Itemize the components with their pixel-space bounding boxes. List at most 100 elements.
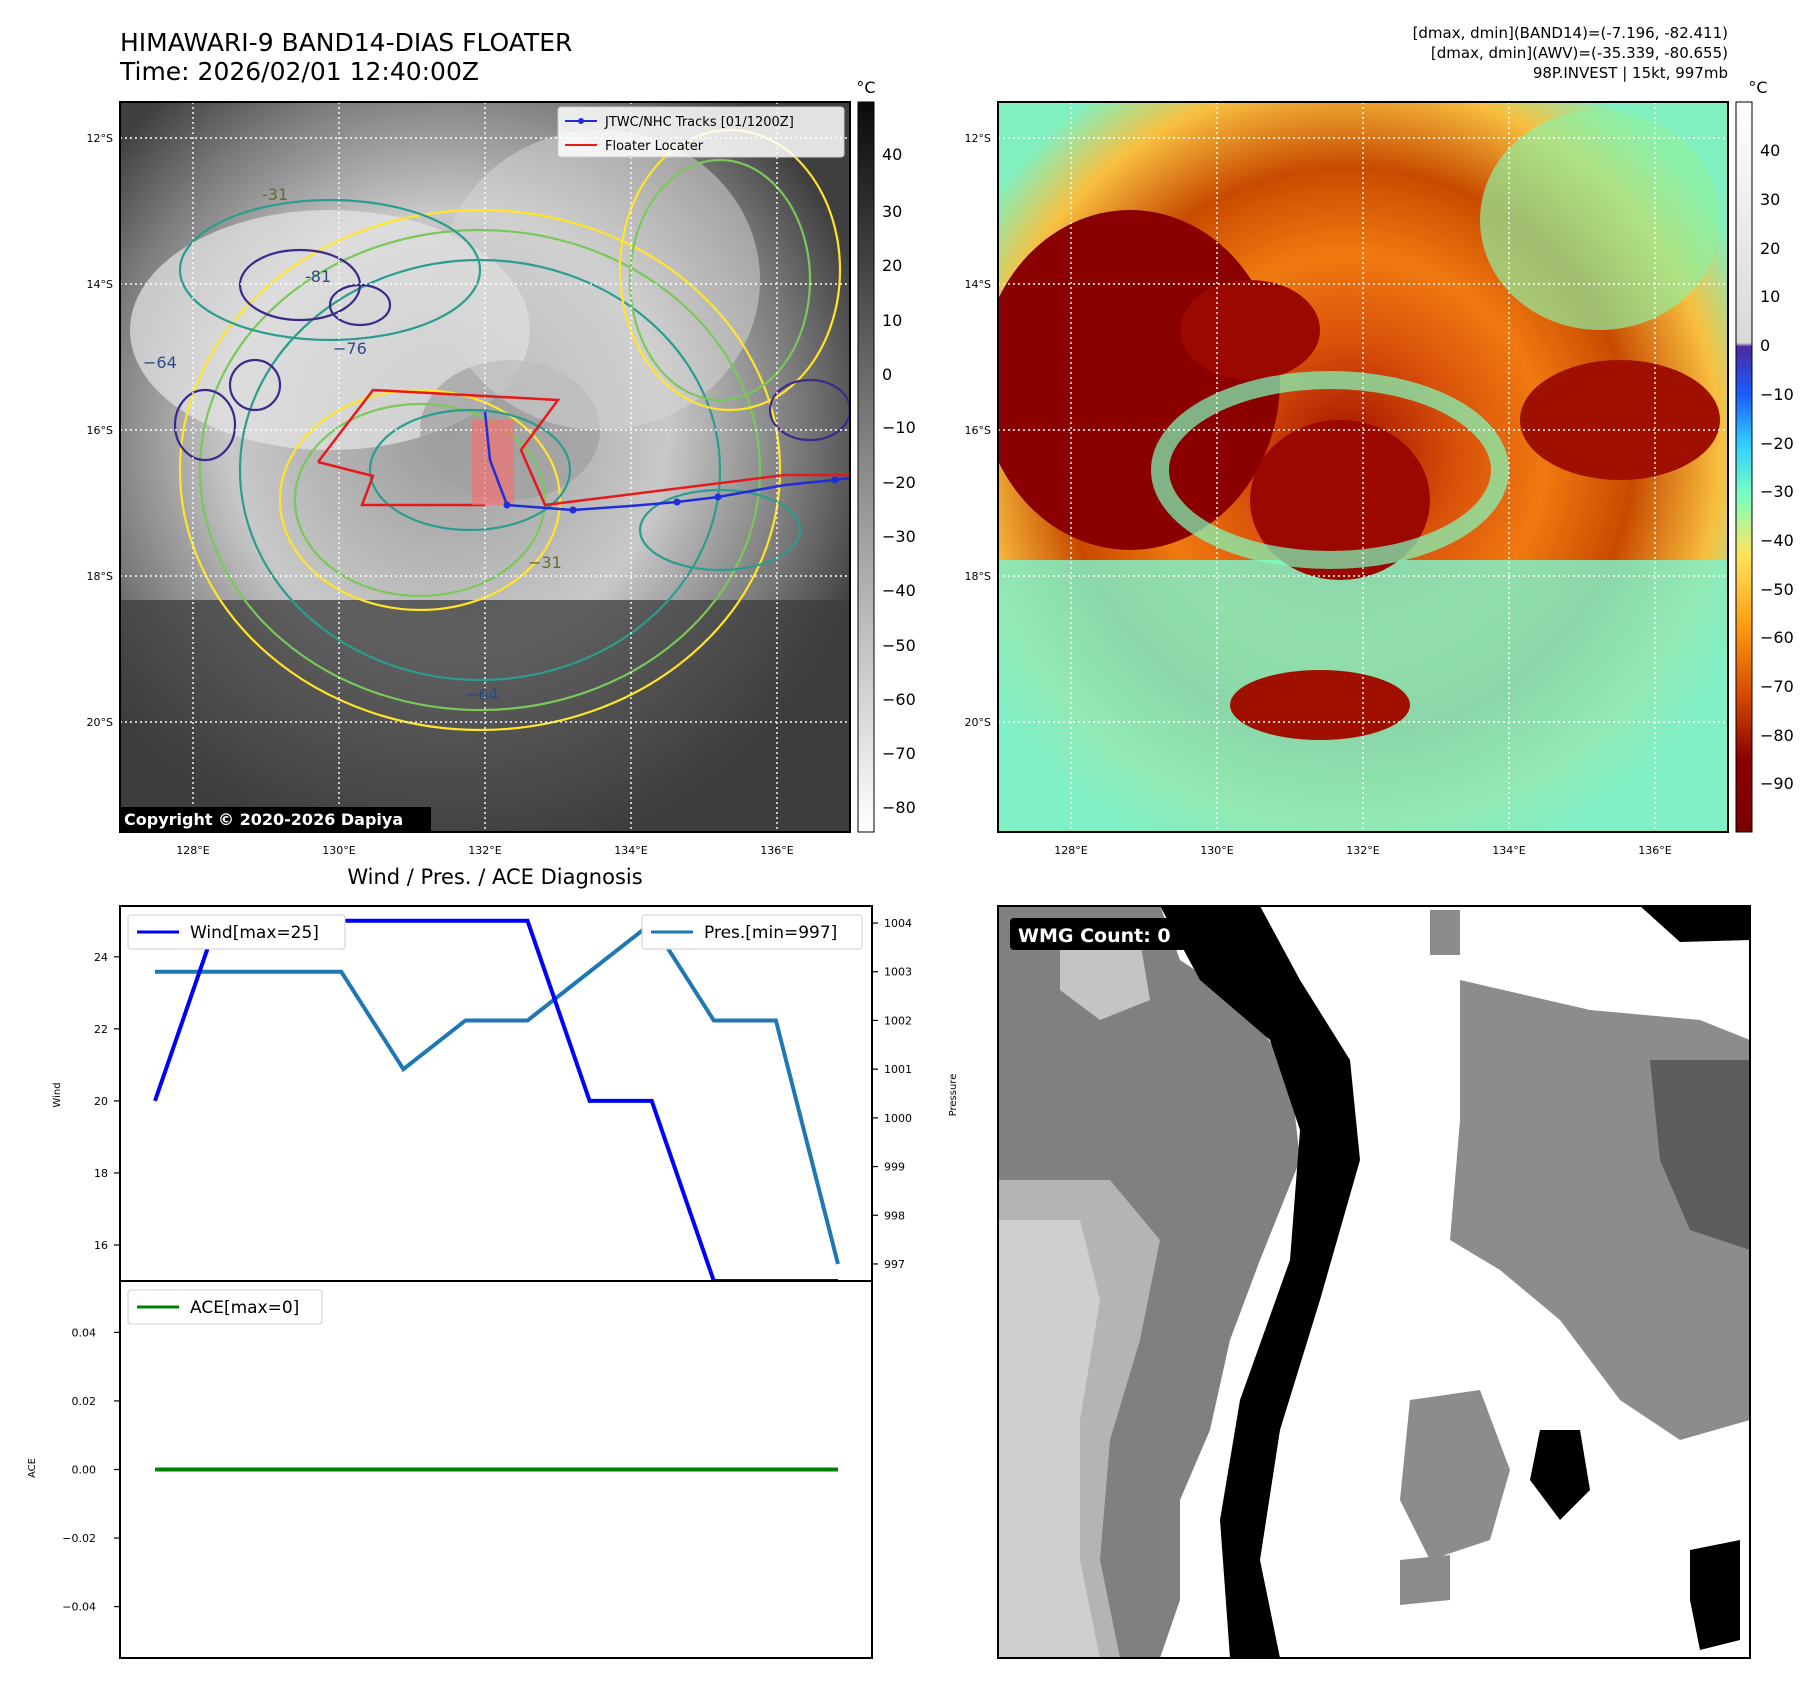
svg-text:10: 10	[882, 311, 902, 330]
svg-text:-81: -81	[305, 267, 331, 286]
pressure-tick-label: 998	[884, 1209, 905, 1222]
awv-map-panel: 12°S 14°S 16°S 18°S 20°S 128°E 130°E 132…	[965, 101, 1729, 857]
svg-text:−30: −30	[882, 527, 916, 546]
ace-axis-label: ACE	[27, 1458, 38, 1478]
svg-text:136°E: 136°E	[1638, 844, 1671, 857]
svg-text:20: 20	[882, 256, 902, 275]
svg-text:130°E: 130°E	[1200, 844, 1233, 857]
svg-text:18°S: 18°S	[87, 570, 113, 583]
pressure-tick-label: 999	[884, 1161, 905, 1174]
lat-labels-left: 12°S 14°S 16°S 18°S 20°S	[87, 132, 113, 729]
svg-text:−70: −70	[882, 744, 916, 763]
svg-text:16°S: 16°S	[965, 424, 991, 437]
map-legend: JTWC/NHC Tracks [01/1200Z] Floater Locat…	[557, 106, 845, 158]
svg-text:132°E: 132°E	[468, 844, 501, 857]
cloud-top-contours	[173, 128, 850, 732]
legend-locater-label: Floater Locater	[605, 139, 704, 154]
svg-text:40: 40	[1760, 141, 1780, 160]
svg-text:128°E: 128°E	[176, 844, 209, 857]
svg-text:16°S: 16°S	[87, 424, 113, 437]
pressure-tick-label: 1003	[884, 966, 912, 979]
svg-text:−50: −50	[1760, 580, 1794, 599]
svg-text:12°S: 12°S	[965, 132, 991, 145]
ace-tick-label: −0.02	[62, 1532, 96, 1545]
svg-text:14°S: 14°S	[965, 278, 991, 291]
ace-chart: 0.04 0.02 0.00 −0.02 −0.04 ACE ACE[max=0]	[27, 1280, 873, 1659]
svg-text:12°S: 12°S	[87, 132, 113, 145]
svg-text:14°S: 14°S	[87, 278, 113, 291]
ace-tick-label: 0.02	[72, 1395, 97, 1408]
wind-tick-label: 24	[94, 951, 108, 964]
figure-time: Time: 2026/02/01 12:40:00Z	[119, 57, 479, 86]
svg-text:134°E: 134°E	[614, 844, 647, 857]
pressure-tick-label: 1001	[884, 1063, 912, 1076]
lon-labels-right: 128°E 130°E 132°E 134°E 136°E	[1054, 844, 1671, 857]
pressure-tick-label: 1002	[884, 1014, 912, 1027]
pressure-tick-label: 997	[884, 1258, 905, 1271]
svg-text:−20: −20	[882, 473, 916, 492]
legend-tracks-label: JTWC/NHC Tracks [01/1200Z]	[604, 115, 794, 130]
wmg-panel: WMG Count: 0	[997, 905, 1751, 1659]
ace-tick-label: −0.04	[62, 1601, 96, 1614]
map-gridlines-right	[998, 102, 1728, 832]
svg-text:−31: −31	[528, 553, 562, 572]
lon-labels-left: 128°E 130°E 132°E 134°E 136°E	[176, 844, 793, 857]
svg-text:30: 30	[882, 202, 902, 221]
wind-tick-label: 20	[94, 1095, 108, 1108]
legend-pres-label: Pres.[min=997]	[704, 923, 837, 943]
svg-text:40: 40	[882, 145, 902, 164]
svg-text:−76: −76	[333, 339, 367, 358]
lat-labels-right: 12°S 14°S 16°S 18°S 20°S	[965, 132, 991, 729]
svg-text:−60: −60	[1760, 628, 1794, 647]
contour-labels: −64 −76 −31 −64 -31 -81	[143, 185, 562, 704]
svg-text:0: 0	[1760, 336, 1770, 355]
svg-text:−10: −10	[882, 418, 916, 437]
svg-text:20°S: 20°S	[965, 716, 991, 729]
wind-legend: Wind[max=25]	[127, 914, 346, 950]
wmg-count-label: WMG Count: 0	[1018, 925, 1171, 947]
info-awv-range: [dmax, dmin](AWV)=(-35.339, -80.655)	[1431, 44, 1728, 62]
floater-locater-line	[317, 388, 850, 507]
svg-text:136°E: 136°E	[760, 844, 793, 857]
copyright-label: Copyright © 2020-2026 Dapiya	[124, 810, 403, 829]
figure-title: HIMAWARI-9 BAND14-DIAS FLOATER	[120, 28, 572, 57]
colorbar-right-unit: °C	[1748, 78, 1767, 97]
svg-text:18°S: 18°S	[965, 570, 991, 583]
svg-text:−60: −60	[882, 690, 916, 709]
ace-legend: ACE[max=0]	[127, 1289, 323, 1325]
svg-text:128°E: 128°E	[1054, 844, 1087, 857]
jtwc-track-line	[483, 411, 850, 512]
wind-tick-label: 16	[94, 1239, 108, 1252]
ace-tick-label: 0.00	[72, 1464, 97, 1477]
wind-axis-label: Wind	[52, 1082, 63, 1107]
wind-tick-label: 18	[94, 1167, 108, 1180]
svg-text:30: 30	[1760, 190, 1780, 209]
svg-text:10: 10	[1760, 287, 1780, 306]
svg-text:−90: −90	[1760, 774, 1794, 793]
ace-tick-label: 0.04	[72, 1326, 97, 1339]
svg-text:−80: −80	[882, 798, 916, 817]
svg-text:−40: −40	[882, 581, 916, 600]
svg-text:-31: -31	[262, 185, 288, 204]
svg-text:−10: −10	[1760, 385, 1794, 404]
header: HIMAWARI-9 BAND14-DIAS FLOATER Time: 202…	[119, 24, 1728, 86]
pressure-tick-label: 1004	[884, 917, 912, 930]
svg-text:132°E: 132°E	[1346, 844, 1379, 857]
svg-text:−20: −20	[1760, 434, 1794, 453]
svg-text:0: 0	[882, 365, 892, 384]
svg-text:130°E: 130°E	[322, 844, 355, 857]
svg-text:−80: −80	[1760, 726, 1794, 745]
colorbar-left-unit: °C	[856, 78, 875, 97]
svg-text:−64: −64	[465, 685, 499, 704]
info-band14-range: [dmax, dmin](BAND14)=(-7.196, -82.411)	[1413, 24, 1728, 42]
colorbar-left: °C 40 30 20 10 0 −10 −20 −30 −40 −50 −60…	[856, 78, 916, 833]
colorbar-right: °C 40 30 20 10 0 −10 −20 −30 −40 −50 −60…	[1735, 78, 1794, 833]
wind-tick-label: 22	[94, 1023, 108, 1036]
svg-text:20°S: 20°S	[87, 716, 113, 729]
svg-text:−30: −30	[1760, 482, 1794, 501]
wind-pressure-chart: 242220181610041003100210011000999998997 …	[52, 905, 959, 1283]
info-storm: 98P.INVEST | 15kt, 997mb	[1533, 64, 1728, 82]
pressure-series-line	[155, 920, 840, 1265]
pressure-axis-label: Pressure	[948, 1074, 959, 1117]
svg-text:−70: −70	[1760, 677, 1794, 696]
